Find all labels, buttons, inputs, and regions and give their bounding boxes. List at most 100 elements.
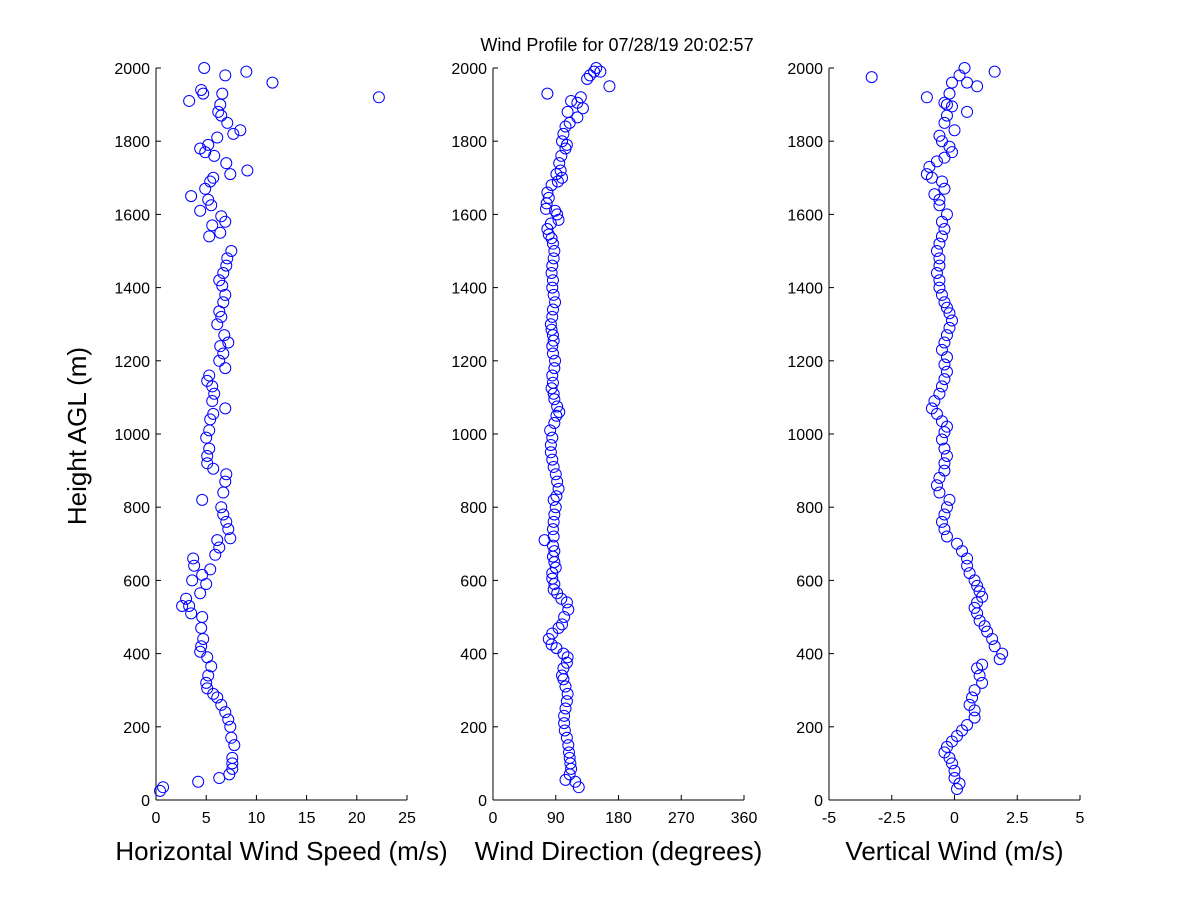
vertical-data-point	[933, 281, 946, 294]
hspeed-y-tick-label: 1600	[114, 207, 150, 224]
hspeed-data-point	[211, 318, 224, 331]
hspeed-data-point	[206, 219, 219, 232]
vertical-y-tick-label: 0	[814, 793, 823, 810]
direction-data-point	[542, 191, 555, 204]
hspeed-data-point	[240, 65, 253, 78]
vertical-x-tick-label: 2.5	[1006, 810, 1028, 827]
vertical-x-tick-label: 0	[950, 810, 959, 827]
direction-data-point	[546, 376, 559, 389]
direction-data-point	[541, 87, 554, 100]
panel-wind-direction: 0 200 400 600 800 1000 1200 1400 1600 1800 2000 0 90…	[451, 61, 762, 866]
direction-data-point	[544, 318, 557, 331]
vertical-data-point	[968, 601, 981, 614]
vertical-data-point	[933, 486, 946, 499]
vertical-data-point	[961, 105, 974, 118]
direction-y-tick-label: 0	[478, 793, 487, 810]
hspeed-data-point	[223, 768, 236, 781]
vertical-data-point	[945, 146, 958, 159]
direction-data-point	[558, 709, 571, 722]
direction-data-point	[548, 508, 561, 521]
direction-data-point	[546, 453, 559, 466]
hspeed-data-point	[203, 230, 216, 243]
direction-data-point	[545, 266, 558, 279]
vertical-data-point	[933, 237, 946, 250]
vertical-data-point	[940, 530, 953, 543]
vertical-data-point	[920, 168, 933, 181]
vertical-data-point	[940, 449, 953, 462]
hspeed-data-point	[202, 138, 215, 151]
vertical-data-point	[940, 208, 953, 221]
hspeed-data-point	[203, 369, 216, 382]
hspeed-data-point	[228, 739, 241, 752]
vertical-data-point	[961, 559, 974, 572]
vertical-data-point	[945, 757, 958, 770]
hspeed-data-point	[204, 413, 217, 426]
hspeed-data-point	[222, 713, 235, 726]
vertical-data-point	[935, 288, 948, 301]
hspeed-data-point	[187, 552, 200, 565]
hspeed-x-axis-label: Horizontal Wind Speed (m/s)	[115, 836, 447, 866]
hspeed-data-point	[195, 83, 208, 96]
direction-data-point	[561, 687, 574, 700]
direction-data-point	[574, 91, 587, 104]
y-axis-label: Height AGL (m)	[62, 347, 92, 525]
hspeed-data-point	[206, 395, 219, 408]
vertical-data-point	[966, 691, 979, 704]
vertical-x-tick-label: -5	[822, 810, 836, 827]
direction-data-point	[562, 603, 575, 616]
vertical-y-tick-label: 1200	[787, 354, 823, 371]
vertical-data-point	[976, 676, 989, 689]
hspeed-data-point	[224, 532, 237, 545]
hspeed-data-point	[219, 288, 232, 301]
direction-data-point	[551, 175, 564, 188]
hspeed-data-point	[214, 226, 227, 239]
hspeed-data-point	[217, 347, 230, 360]
vertical-data-point	[938, 358, 951, 371]
direction-data-point	[583, 69, 596, 82]
direction-data-point	[546, 310, 559, 323]
vertical-x-axis-label: Vertical Wind (m/s)	[845, 836, 1063, 866]
vertical-y-tick-label: 600	[796, 573, 823, 590]
vertical-data-point	[938, 373, 951, 386]
hspeed-data-point	[183, 94, 196, 107]
hspeed-data-point	[203, 442, 216, 455]
hspeed-y-tick-label: 1800	[114, 134, 150, 151]
hspeed-x-tick-label: 10	[248, 810, 266, 827]
hspeed-data-point	[201, 449, 214, 462]
vertical-data-point	[935, 135, 948, 148]
hspeed-data-point	[202, 669, 215, 682]
vertical-data-point	[930, 155, 943, 168]
direction-data-point	[546, 281, 559, 294]
direction-data-point	[562, 746, 575, 759]
vertical-data-point	[938, 182, 951, 195]
hspeed-x-tick-label: 25	[398, 810, 416, 827]
vertical-data-point	[976, 658, 989, 671]
direction-data-point	[559, 702, 572, 715]
vertical-data-point	[961, 718, 974, 731]
hspeed-data-point	[226, 751, 239, 764]
hspeed-data-point	[221, 116, 234, 129]
direction-data-point	[548, 362, 561, 375]
hspeed-data-point	[224, 720, 237, 733]
hspeed-y-tick-label: 400	[123, 647, 150, 664]
chart-title: Wind Profile for 07/28/19 20:02:57	[480, 35, 753, 55]
hspeed-data-point	[200, 431, 213, 444]
hspeed-data-point	[205, 199, 218, 212]
direction-data-point	[590, 62, 603, 74]
direction-data-point	[558, 724, 571, 737]
direction-data-point	[561, 651, 574, 664]
direction-x-tick-label: 360	[731, 810, 758, 827]
vertical-data-point	[948, 772, 961, 785]
direction-x-tick-label: 90	[547, 810, 565, 827]
direction-data-point	[560, 731, 573, 744]
direction-y-tick-label: 1000	[451, 427, 487, 444]
vertical-data-point	[935, 433, 948, 446]
direction-data-point	[556, 618, 569, 631]
direction-data-point	[547, 530, 560, 543]
hspeed-data-point	[185, 607, 198, 620]
panel-horizontal-wind-speed: 0 200 400 600 800 1000 1200 1400 1600 1800 2000 0 5 1…	[114, 61, 447, 866]
hspeed-data-point	[196, 568, 209, 581]
hspeed-data-point	[217, 266, 230, 279]
